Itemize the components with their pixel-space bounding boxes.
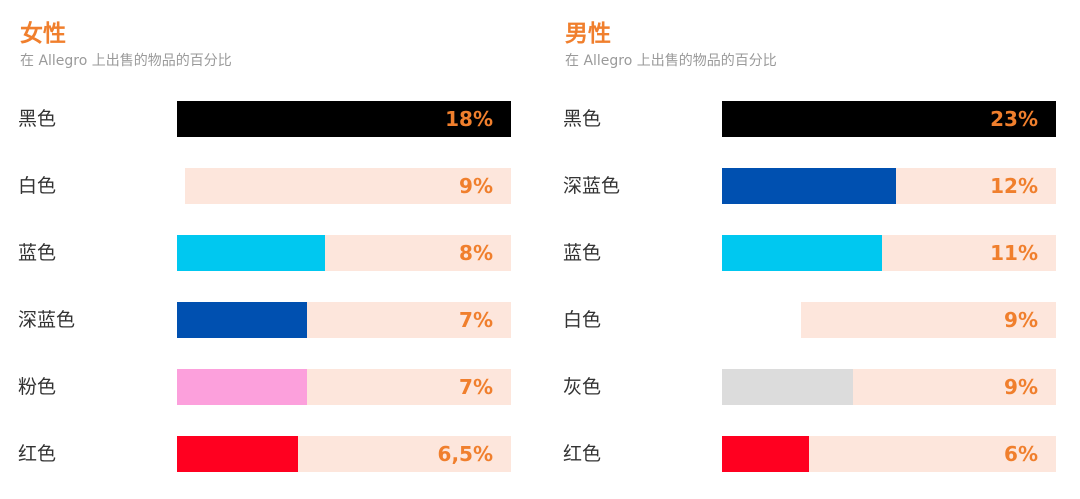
bar-row: 灰色 9% — [545, 369, 1065, 405]
bar-track: 6,5% — [177, 436, 511, 472]
bar — [177, 235, 325, 271]
bar — [722, 436, 809, 472]
bar-row: 白色 9% — [0, 168, 520, 204]
bar-track: 12% — [722, 168, 1056, 204]
bar-track: 11% — [722, 235, 1056, 271]
chart-title: 男性 — [565, 21, 611, 47]
bar-row: 蓝色 11% — [545, 235, 1065, 271]
data-label: 12% — [990, 174, 1038, 198]
bar-track: 9% — [722, 369, 1056, 405]
category-label: 深蓝色 — [563, 175, 621, 197]
category-label: 灰色 — [563, 376, 602, 398]
bar-track: 8% — [177, 235, 511, 271]
bar-row: 黑色 18% — [0, 101, 520, 137]
chart-title: 女性 — [20, 21, 66, 47]
women-chart-panel: 女性 在 Allegro 上出售的物品的百分比 黑色 18% 白色 9% 蓝色 … — [0, 0, 520, 499]
bar-row: 红色 6% — [545, 436, 1065, 472]
data-label: 6,5% — [437, 442, 493, 466]
category-label: 白色 — [18, 175, 57, 197]
bar-row: 粉色 7% — [0, 369, 520, 405]
bar-row: 黑色 23% — [545, 101, 1065, 137]
data-label: 8% — [459, 241, 493, 265]
category-label: 黑色 — [18, 108, 57, 130]
category-label: 蓝色 — [18, 242, 57, 264]
bar-track: 6% — [722, 436, 1056, 472]
bar-row: 深蓝色 12% — [545, 168, 1065, 204]
men-chart-panel: 男性 在 Allegro 上出售的物品的百分比 黑色 23% 深蓝色 12% 蓝… — [545, 0, 1065, 499]
bar-track: 23% — [722, 101, 1056, 137]
bar — [722, 369, 853, 405]
bar-track: 7% — [177, 302, 511, 338]
bar — [177, 101, 511, 137]
data-label: 18% — [445, 107, 493, 131]
data-label: 7% — [459, 308, 493, 332]
category-label: 黑色 — [563, 108, 602, 130]
category-label: 红色 — [18, 443, 57, 465]
data-label: 11% — [990, 241, 1038, 265]
data-label: 9% — [1004, 308, 1038, 332]
bar — [722, 168, 896, 204]
chart-subtitle: 在 Allegro 上出售的物品的百分比 — [20, 53, 232, 69]
bar-track: 9% — [185, 168, 511, 204]
category-label: 红色 — [563, 443, 602, 465]
bar-row: 红色 6,5% — [0, 436, 520, 472]
bar — [177, 302, 307, 338]
category-label: 深蓝色 — [18, 309, 76, 331]
bar — [177, 369, 307, 405]
bar-row: 蓝色 8% — [0, 235, 520, 271]
bar-row: 深蓝色 7% — [0, 302, 520, 338]
data-label: 9% — [1004, 375, 1038, 399]
category-label: 蓝色 — [563, 242, 602, 264]
bar-track: 9% — [801, 302, 1056, 338]
bar-row: 白色 9% — [545, 302, 1065, 338]
data-label: 7% — [459, 375, 493, 399]
category-label: 白色 — [563, 309, 602, 331]
chart-subtitle: 在 Allegro 上出售的物品的百分比 — [565, 53, 777, 69]
data-label: 23% — [990, 107, 1038, 131]
data-label: 9% — [459, 174, 493, 198]
data-label: 6% — [1004, 442, 1038, 466]
category-label: 粉色 — [18, 376, 57, 398]
bar — [722, 235, 882, 271]
bar-track: 7% — [177, 369, 511, 405]
bar-track: 18% — [177, 101, 511, 137]
bar — [177, 436, 298, 472]
bar — [722, 101, 1056, 137]
